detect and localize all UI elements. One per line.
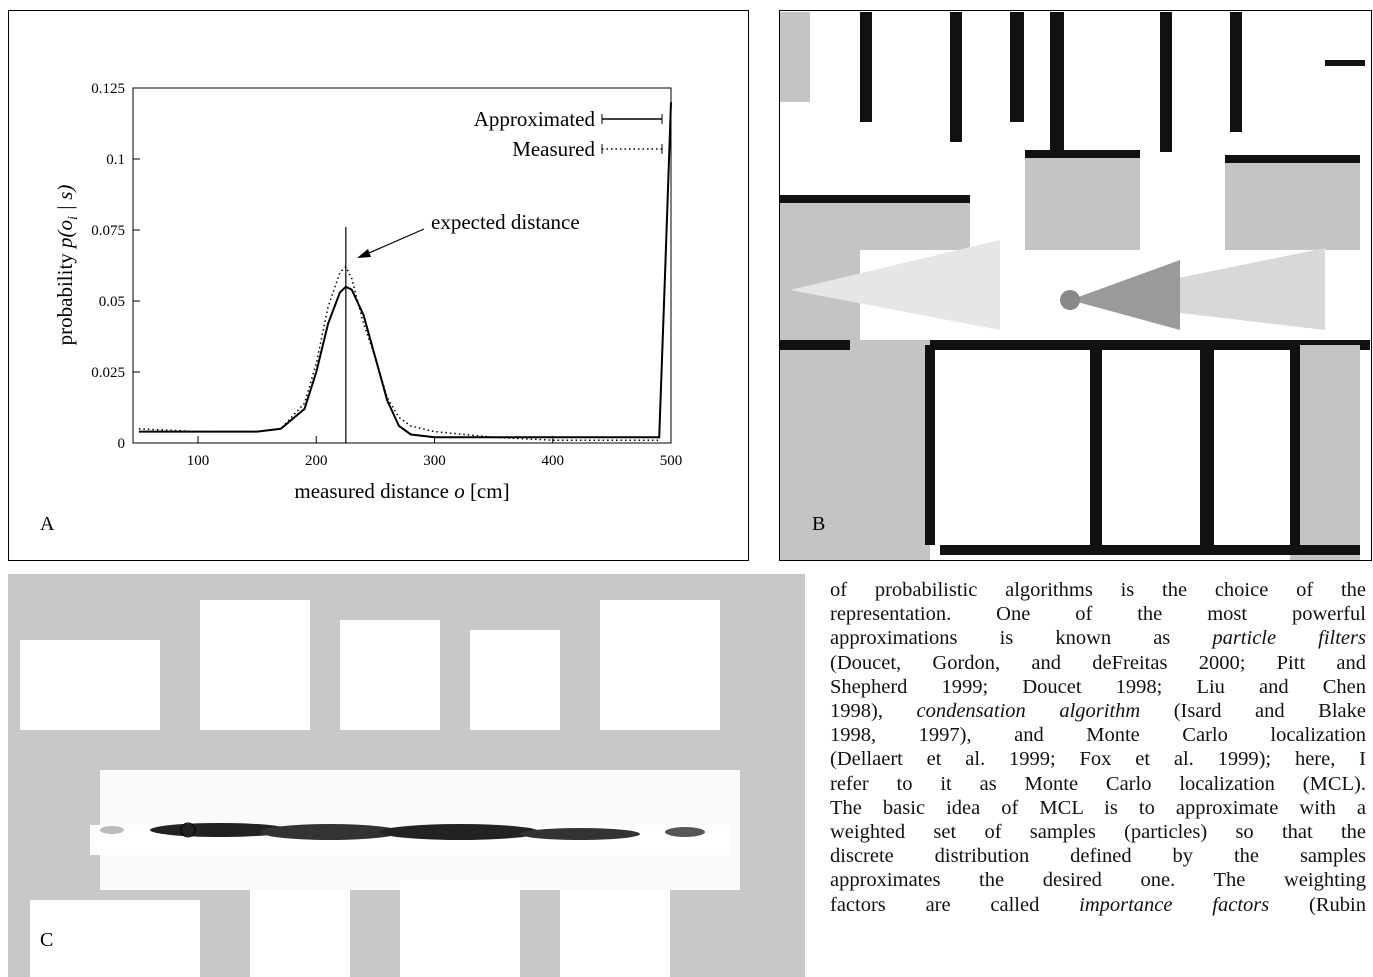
map-b <box>779 10 1372 561</box>
panel-label: C <box>40 929 53 951</box>
arrow-head <box>357 249 371 258</box>
x-tick-label: 400 <box>542 453 565 469</box>
text-span: (Dellaert et al. 1999; Fox et al. 1999);… <box>830 748 1366 771</box>
x-label-unit: [cm] <box>465 479 510 503</box>
annotation: expected distance <box>431 210 580 234</box>
emphasis: particle filters <box>1212 627 1366 650</box>
x-tick-label: 500 <box>660 453 683 469</box>
text-span: (Doucet, Gordon, and deFreitas 2000; Pit… <box>830 651 1366 674</box>
x-label-var: o <box>454 479 465 503</box>
y-label-rest: | s) <box>53 185 77 216</box>
text-span: 1998, 1997), and Monte Carlo localizatio… <box>830 724 1366 747</box>
text-span: approximates the desired one. The weight… <box>830 869 1366 892</box>
text-line: representation. One of the most powerful <box>830 602 1366 626</box>
map-c <box>8 574 805 977</box>
text-line: 1998, 1997), and Monte Carlo localizatio… <box>830 723 1366 747</box>
text-span: of probabilistic algorithms is the choic… <box>830 579 1366 601</box>
x-label-text: measured distance <box>294 479 454 503</box>
text-line: (Dellaert et al. 1999; Fox et al. 1999);… <box>830 747 1366 771</box>
x-axis-label: measured distance o [cm] <box>294 479 509 503</box>
text-span: discrete distribution defined by the sam… <box>830 845 1366 868</box>
text-line: approximations is known as particle filt… <box>830 626 1366 650</box>
text-span: 1998), <box>830 700 917 723</box>
y-label-sub: i <box>66 216 81 220</box>
text-line: weighted set of samples (particles) so t… <box>830 820 1366 844</box>
panel-label: A <box>40 513 55 535</box>
text-line: The basic idea of MCL is to approximate … <box>830 796 1366 820</box>
text-line: of probabilistic algorithms is the choic… <box>830 578 1366 602</box>
x-tick-label: 100 <box>187 453 210 469</box>
text-span: approximations is known as <box>830 627 1213 650</box>
body-text: of probabilistic algorithms is the choic… <box>830 578 1366 917</box>
annotation-arrow <box>361 228 425 257</box>
x-tick-label: 200 <box>305 453 328 469</box>
text-line: approximates the desired one. The weight… <box>830 868 1366 892</box>
y-label-text: probability <box>53 248 77 345</box>
text-line: Shepherd 1999; Doucet 1998; Liu and Chen <box>830 675 1366 699</box>
legend-label: Approximated <box>474 107 596 131</box>
emphasis: importance factors <box>1079 893 1270 916</box>
panel-a-frame <box>8 10 749 561</box>
plot-frame <box>132 87 672 444</box>
y-tick-label: 0.075 <box>91 223 125 239</box>
text-span: (Rubin <box>1269 893 1366 916</box>
text-span: Shepherd 1999; Doucet 1998; Liu and Chen <box>830 675 1366 698</box>
text-line: factors are called importance factors (R… <box>830 893 1366 917</box>
text-line: refer to it as Monte Carlo localization … <box>830 772 1366 796</box>
y-tick-label: 0.025 <box>91 365 125 381</box>
text-line: (Doucet, Gordon, and deFreitas 2000; Pit… <box>830 651 1366 675</box>
series-line <box>138 102 672 439</box>
y-tick-label: 0.125 <box>91 81 125 97</box>
x-tick-label: 300 <box>423 453 446 469</box>
y-tick-label: 0.05 <box>99 294 125 310</box>
text-line: 1998), condensation algorithm (Isard and… <box>830 699 1366 723</box>
text-span: weighted set of samples (particles) so t… <box>830 821 1366 844</box>
text-span: (Isard and Blake <box>1140 700 1367 723</box>
legend-label: Measured <box>512 137 595 161</box>
panel-label: B <box>812 513 825 535</box>
y-axis-label: probability p(oi | s) <box>53 185 81 346</box>
text-span: refer to it as Monte Carlo localization … <box>830 772 1366 795</box>
text-line: discrete distribution defined by the sam… <box>830 844 1366 868</box>
emphasis: condensation algorithm <box>916 700 1141 723</box>
y-tick-label: 0.1 <box>106 152 125 168</box>
y-tick-label: 0 <box>118 436 126 452</box>
text-span: The basic idea of MCL is to approximate … <box>830 796 1366 819</box>
y-label-var: p(o <box>53 220 77 250</box>
text-span: factors are called <box>830 893 1080 916</box>
text-span: representation. One of the most powerful <box>830 603 1366 626</box>
